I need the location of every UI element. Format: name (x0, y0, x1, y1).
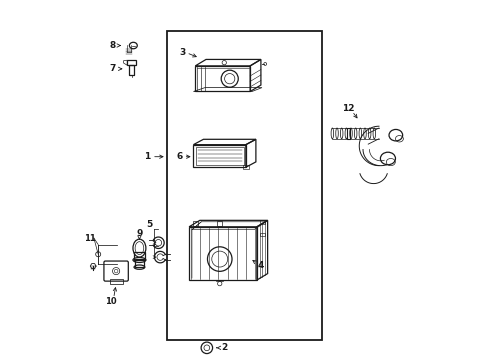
Bar (192, 221, 198, 226)
Bar (243, 165, 248, 169)
Bar (260, 220, 264, 224)
Text: 5: 5 (146, 220, 152, 229)
Text: 1: 1 (143, 152, 150, 161)
Bar (195, 147, 243, 165)
Text: 3: 3 (179, 48, 185, 57)
Text: 9: 9 (136, 229, 142, 238)
Text: 6: 6 (176, 152, 182, 161)
Bar (135, 259, 144, 267)
Bar (129, 65, 133, 75)
Text: 10: 10 (105, 297, 117, 306)
Bar (346, 128, 349, 139)
Text: 8: 8 (109, 41, 116, 50)
Bar (167, 31, 321, 339)
Bar (133, 252, 145, 260)
Bar (216, 221, 222, 226)
Text: 7: 7 (109, 64, 116, 73)
Text: 4: 4 (257, 261, 264, 270)
Text: 12: 12 (342, 104, 354, 113)
Text: 2: 2 (221, 343, 227, 352)
Bar (109, 279, 122, 284)
Text: 11: 11 (83, 234, 95, 243)
Bar (127, 60, 136, 65)
Bar (260, 233, 264, 236)
